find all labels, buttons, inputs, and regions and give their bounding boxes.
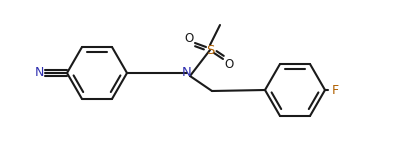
- Text: O: O: [184, 31, 193, 45]
- Text: O: O: [224, 58, 234, 70]
- Text: N: N: [35, 67, 44, 79]
- Text: F: F: [332, 84, 339, 97]
- Text: S: S: [206, 44, 214, 57]
- Text: N: N: [182, 66, 192, 79]
